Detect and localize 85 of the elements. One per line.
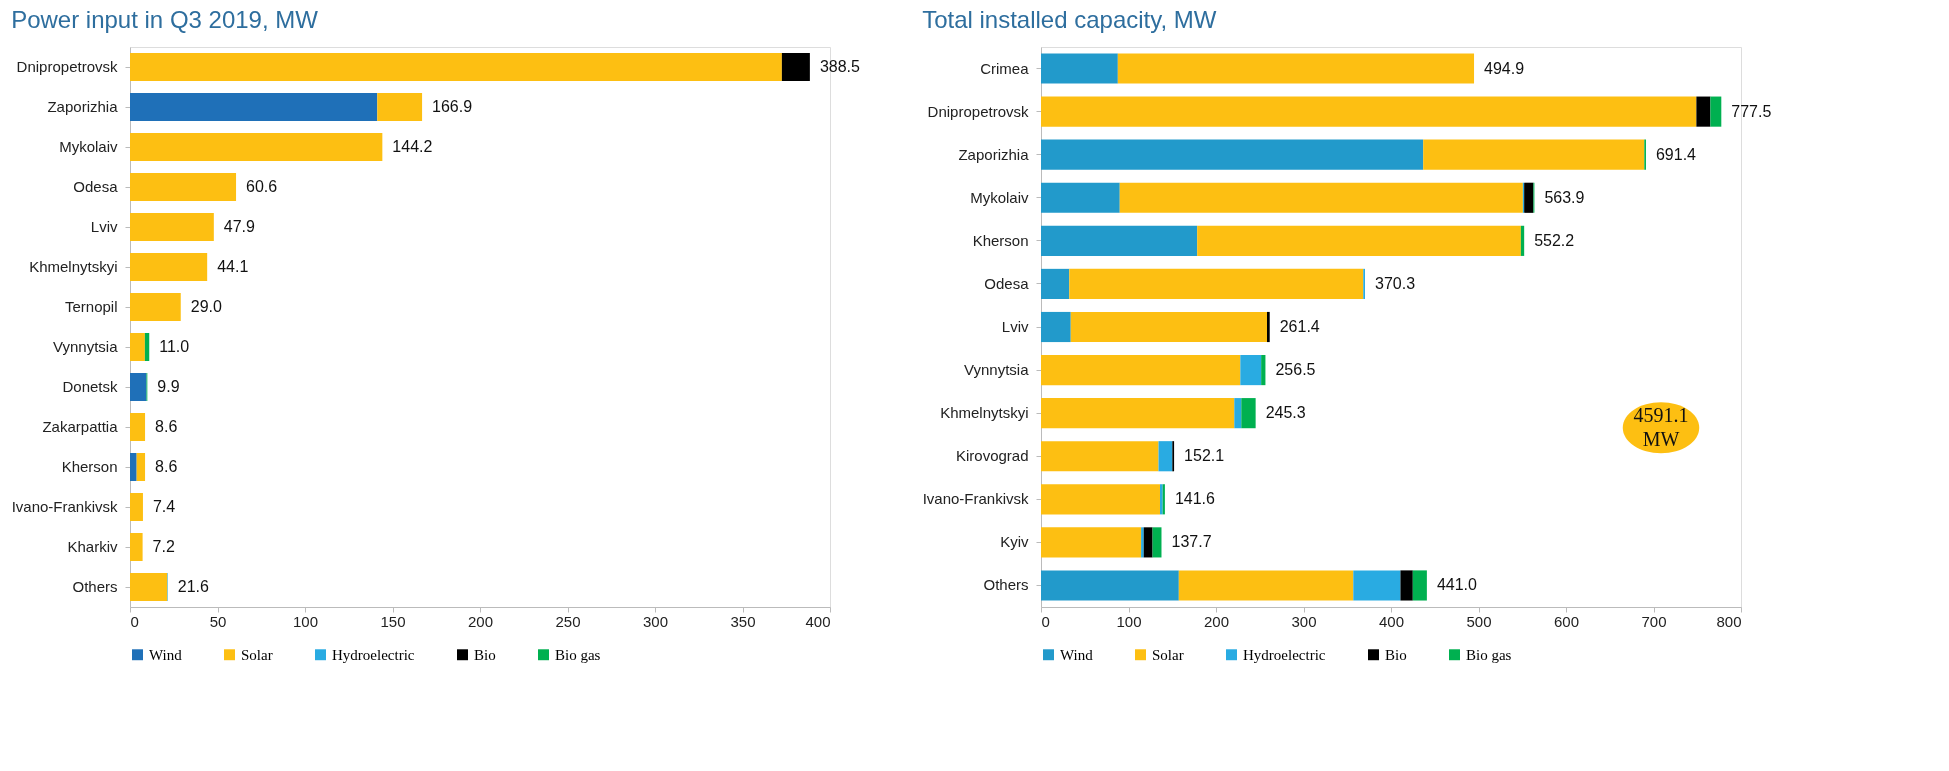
y-tick-label: Odesa	[984, 274, 1030, 292]
total-label: 152.1	[1184, 447, 1225, 465]
y-tick-label: Mykolaiv	[970, 188, 1029, 206]
x-tick-label: 400	[1378, 612, 1405, 630]
y-tick-label: Kharkiv	[67, 538, 118, 555]
total-label: 261.4	[1279, 318, 1320, 335]
total-label: 7.4	[152, 498, 176, 515]
total-label: 7.2	[152, 538, 175, 555]
total-label: 245.3	[1265, 404, 1306, 422]
y-tick-label: Dnipropetrovsk	[16, 58, 118, 75]
legend-label: Wind	[149, 646, 183, 663]
x-tick-label: 700	[1641, 612, 1667, 630]
legend-label: Hydroelectric	[332, 646, 415, 663]
total-label: 137.7	[1171, 533, 1212, 551]
legend-label: Bio	[1385, 646, 1407, 663]
annotation: 4591.1 MW	[1633, 403, 1689, 450]
legend-label: Hydroelectric	[1243, 646, 1326, 663]
y-tick-label: Vynnytsia	[964, 361, 1030, 379]
y-tick-label: Ternopil	[64, 298, 118, 315]
total-label: 141.6	[1174, 490, 1216, 508]
total-label: 388.5	[819, 58, 861, 75]
y-tick-label: Others	[983, 576, 1029, 594]
y-tick-label: Kirovograd	[955, 447, 1029, 465]
y-tick-label: Others	[72, 578, 118, 595]
y-tick-label: Donetsk	[62, 378, 118, 395]
legend-label: Solar	[1152, 646, 1184, 663]
total-label: 166.9	[432, 98, 473, 115]
total-label: 144.2	[392, 138, 433, 155]
y-tick-label: Kherson	[972, 231, 1029, 249]
total-label: 8.6	[155, 458, 178, 475]
total-label: 29.0	[190, 298, 222, 315]
x-tick-label: 500	[1466, 612, 1492, 630]
x-tick-label: 0	[1041, 612, 1050, 630]
y-tick-label: Lviv	[1001, 318, 1029, 335]
y-tick-label: Crimea	[980, 59, 1030, 77]
x-tick-label: 150	[380, 612, 406, 630]
y-tick-label: Zaporizhia	[958, 145, 1030, 163]
y-tick-label: Lviv	[90, 218, 118, 235]
x-tick-label: 100	[1116, 612, 1142, 630]
legend-label: Solar	[241, 646, 273, 663]
legend-label: Bio gas	[1466, 646, 1512, 663]
total-label: 21.6	[177, 578, 210, 595]
y-tick-label: Kyiv	[1000, 533, 1029, 551]
total-label: 256.5	[1275, 361, 1316, 379]
chart-title: Power input in Q3 2019, MW	[11, 6, 319, 33]
y-tick-label: Ivano-Frankivsk	[922, 490, 1029, 508]
x-tick-label: 200	[467, 612, 494, 630]
total-label: 44.1	[217, 258, 249, 275]
y-tick-label: Odesa	[73, 178, 119, 195]
legend-label: Bio	[474, 646, 496, 663]
x-tick-label: 50	[209, 612, 227, 630]
y-tick-label: Dnipropetrovsk	[927, 102, 1029, 120]
x-tick-label: 400	[805, 612, 831, 630]
total-label: 9.9	[157, 378, 180, 395]
x-tick-label: 100	[292, 612, 319, 630]
total-label: 552.2	[1534, 231, 1575, 249]
total-label: 563.9	[1544, 188, 1585, 206]
total-label: 370.3	[1375, 274, 1416, 292]
x-tick-label: 300	[642, 612, 669, 630]
x-tick-label: 350	[730, 612, 756, 630]
y-tick-label: Khmelnytskyi	[940, 404, 1029, 422]
x-tick-label: 250	[555, 612, 581, 630]
x-tick-label: 600	[1553, 612, 1580, 630]
total-label: 60.6	[246, 178, 278, 195]
legend-label: Wind	[1060, 646, 1094, 663]
y-tick-label: Kherson	[61, 458, 118, 475]
total-label: 47.9	[223, 218, 256, 235]
total-label: 494.9	[1484, 59, 1525, 77]
total-label: 691.4	[1655, 145, 1697, 163]
total-label: 441.0	[1436, 576, 1478, 594]
y-tick-label: Zakarpattia	[42, 418, 119, 435]
y-tick-label: Vynnytsia	[53, 338, 119, 355]
total-label: 11.0	[159, 338, 190, 355]
x-tick-label: 200	[1203, 612, 1230, 630]
y-tick-label: Ivano-Frankivsk	[11, 498, 118, 515]
y-tick-label: Zaporizhia	[47, 98, 119, 115]
x-tick-label: 800	[1716, 612, 1742, 630]
x-tick-label: 0	[130, 612, 139, 630]
legend-label: Bio gas	[555, 646, 601, 663]
y-tick-label: Khmelnytskyi	[29, 258, 118, 275]
total-label: 777.5	[1731, 102, 1772, 120]
x-tick-label: 300	[1291, 612, 1317, 630]
total-label: 8.6	[155, 418, 178, 435]
chart-title: Total installed capacity, MW	[922, 6, 1217, 33]
y-tick-label: Mykolaiv	[59, 138, 118, 155]
